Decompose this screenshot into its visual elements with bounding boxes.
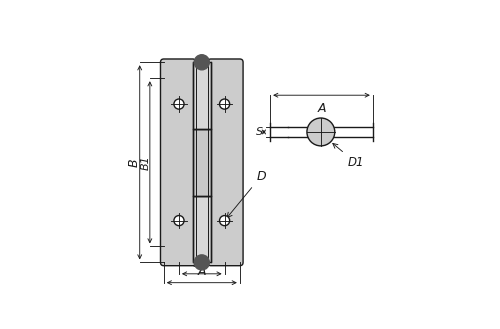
Circle shape xyxy=(194,255,210,270)
Text: B: B xyxy=(128,158,141,167)
Text: B1: B1 xyxy=(141,155,151,170)
Text: D1: D1 xyxy=(333,143,364,169)
Text: D: D xyxy=(227,170,266,218)
Circle shape xyxy=(220,215,230,226)
Text: A: A xyxy=(317,102,326,114)
Bar xyxy=(193,62,210,129)
FancyBboxPatch shape xyxy=(208,59,243,266)
Circle shape xyxy=(194,55,210,70)
Text: S: S xyxy=(256,127,264,137)
Circle shape xyxy=(174,99,184,109)
Circle shape xyxy=(220,99,230,109)
FancyBboxPatch shape xyxy=(160,59,196,266)
Text: A: A xyxy=(198,265,206,278)
Bar xyxy=(193,196,210,263)
Circle shape xyxy=(174,215,184,226)
Bar xyxy=(193,129,210,196)
Circle shape xyxy=(307,118,335,146)
Text: A1: A1 xyxy=(194,257,210,270)
